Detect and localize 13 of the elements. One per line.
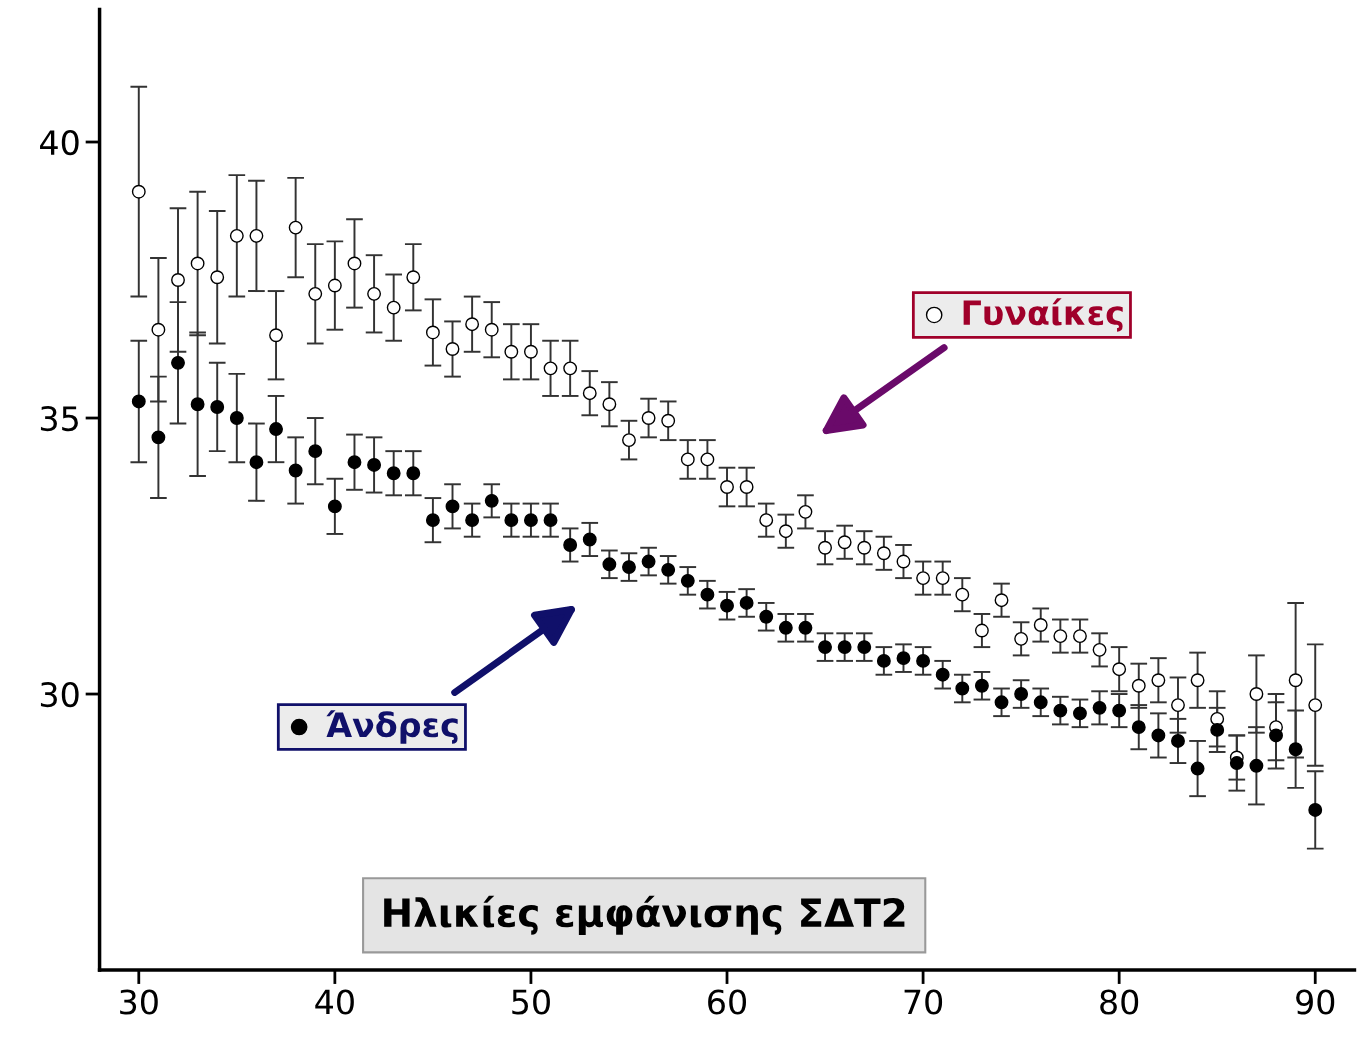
y-tick-label: 30 [40,681,79,708]
x-tick-label: 40 [315,989,354,1015]
y-tick-label: 35 [40,405,78,432]
x-tick-label: 70 [904,989,943,1015]
x-tick-label: 50 [512,989,550,1015]
legend-label: Γυναίκες [963,298,1123,332]
legend-label: Άνδρες [326,710,458,744]
y-tick-label: 40 [40,129,79,156]
x-tick-label: 90 [1296,989,1335,1015]
x-tick-label: 60 [708,989,747,1015]
x-tick-label: 30 [120,989,158,1015]
x-tick-label: 80 [1100,989,1139,1015]
text: Ηλικίες εμφάνισης ΣΔΤ2 [384,895,905,935]
